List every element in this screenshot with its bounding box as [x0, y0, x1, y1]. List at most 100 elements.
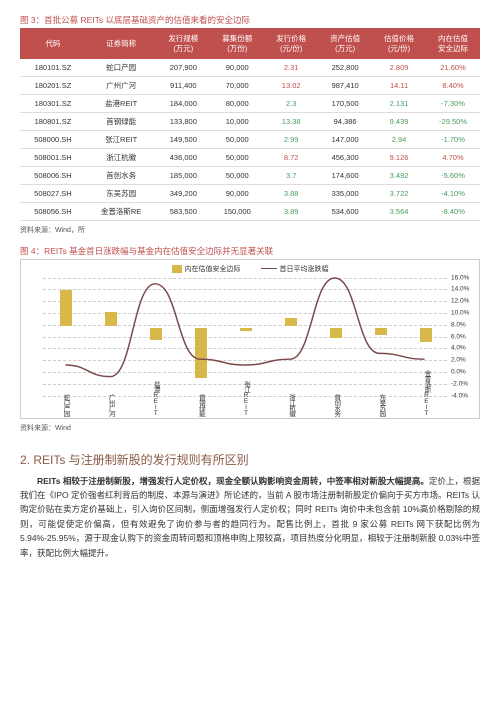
- table-header: 募集份额(万份): [210, 29, 264, 59]
- y-axis-tick: 16.0%: [451, 274, 475, 281]
- y-axis-tick: 2.0%: [451, 357, 475, 364]
- table-cell: 149,500: [156, 130, 210, 148]
- x-axis-label: 东吴苏园: [377, 394, 384, 416]
- table-cell: 广州广河: [86, 76, 156, 94]
- legend-bar-label: 内在估值安全边际: [185, 264, 241, 274]
- table-cell: 911,400: [156, 76, 210, 94]
- table-cell: 508027.SH: [20, 184, 86, 202]
- table-cell: 2.99: [264, 130, 318, 148]
- fig4-chart: 内在估值安全边际 首日平均涨跌幅 -4.0%-2.0%0.0%2.0%4.0%6…: [20, 259, 480, 419]
- table-cell: 3.492: [372, 166, 426, 184]
- table-header: 资产估值(万元): [318, 29, 372, 59]
- table-header: 发行价格(元/份): [264, 29, 318, 59]
- table-cell: -8.40%: [426, 202, 480, 220]
- chart-line: [43, 278, 447, 394]
- fig4-source: 资料来源：Wind: [20, 423, 480, 433]
- table-cell: 4.70%: [426, 148, 480, 166]
- table-cell: 94,386: [318, 112, 372, 130]
- table-cell: 10,000: [210, 112, 264, 130]
- table-cell: 534,600: [318, 202, 372, 220]
- table-cell: 3.89: [264, 202, 318, 220]
- table-cell: 180301.SZ: [20, 94, 86, 112]
- table-cell: 首创水务: [86, 166, 156, 184]
- table-cell: 349,200: [156, 184, 210, 202]
- table-cell: 首钢绿能: [86, 112, 156, 130]
- table-cell: 508001.SH: [20, 148, 86, 166]
- section-heading: 2. REITs 与注册制新股的发行规则有所区别: [20, 451, 480, 468]
- table-cell: 3.564: [372, 202, 426, 220]
- y-axis-tick: 4.0%: [451, 345, 475, 352]
- legend-line-label: 首日平均涨跌幅: [280, 264, 329, 274]
- table-cell: 张江REIT: [86, 130, 156, 148]
- x-axis-label: 首钢绿能: [197, 394, 204, 416]
- table-row: 180201.SZ广州广河911,40070,00013.02987,41014…: [20, 76, 480, 94]
- fig3-table: 代码证券简称发行规模(万元)募集份额(万份)发行价格(元/份)资产估值(万元)估…: [20, 28, 480, 221]
- table-cell: 180101.SZ: [20, 59, 86, 77]
- y-axis-tick: 8.0%: [451, 321, 475, 328]
- table-cell: 金普洛斯RE: [86, 202, 156, 220]
- table-cell: -29.50%: [426, 112, 480, 130]
- table-cell: -7.30%: [426, 94, 480, 112]
- table-cell: 2.131: [372, 94, 426, 112]
- table-cell: 180201.SZ: [20, 76, 86, 94]
- table-cell: -4.10%: [426, 184, 480, 202]
- fig3-title: 图 3：首批公募 REITs 以底层基础资产的估值来看的安全边际: [20, 14, 480, 26]
- table-row: 508001.SH浙江杭徽436,00050,0008.72456,3009.1…: [20, 148, 480, 166]
- table-cell: 147,000: [318, 130, 372, 148]
- table-cell: 508006.SH: [20, 166, 86, 184]
- fig4-title: 图 4：REITs 基金首日涨跌幅与基金内在估值安全边际并无显著关联: [20, 245, 480, 257]
- y-axis-tick: -4.0%: [451, 392, 475, 399]
- table-cell: 180801.SZ: [20, 112, 86, 130]
- chart-legend: 内在估值安全边际 首日平均涨跌幅: [21, 260, 479, 274]
- table-cell: 8.72: [264, 148, 318, 166]
- table-cell: 90,000: [210, 59, 264, 77]
- table-cell: 174,600: [318, 166, 372, 184]
- y-axis-tick: 14.0%: [451, 286, 475, 293]
- table-cell: 13.02: [264, 76, 318, 94]
- table-header: 内在估值安全边际: [426, 29, 480, 59]
- table-cell: 70,000: [210, 76, 264, 94]
- y-axis-tick: -2.0%: [451, 380, 475, 387]
- table-cell: 蛇口产园: [86, 59, 156, 77]
- table-cell: 133,800: [156, 112, 210, 130]
- table-cell: 14.11: [372, 76, 426, 94]
- table-cell: 50,000: [210, 130, 264, 148]
- x-axis-label: 浙江杭徽: [287, 394, 294, 416]
- table-cell: 21.60%: [426, 59, 480, 77]
- y-axis-tick: 6.0%: [451, 333, 475, 340]
- table-cell: 50,000: [210, 148, 264, 166]
- fig3-source: 资料来源：Wind，所: [20, 225, 480, 235]
- table-row: 180101.SZ蛇口产园207,90090,0002.31252,8002.8…: [20, 59, 480, 77]
- table-cell: 508000.SH: [20, 130, 86, 148]
- table-cell: 252,800: [318, 59, 372, 77]
- table-header: 发行规模(万元): [156, 29, 210, 59]
- table-cell: 浙江杭徽: [86, 148, 156, 166]
- table-cell: 90,000: [210, 184, 264, 202]
- table-cell: 50,000: [210, 166, 264, 184]
- table-cell: 2.3: [264, 94, 318, 112]
- table-row: 508027.SH东吴苏园349,20090,0003.88335,0003.7…: [20, 184, 480, 202]
- table-header: 估值价格(元/份): [372, 29, 426, 59]
- table-cell: 170,500: [318, 94, 372, 112]
- table-cell: 盐港REIT: [86, 94, 156, 112]
- table-cell: 80,000: [210, 94, 264, 112]
- table-row: 508006.SH首创水务185,00050,0003.7174,6003.49…: [20, 166, 480, 184]
- table-cell: 987,410: [318, 76, 372, 94]
- section-paragraph: REITs 相较于注册制新股，增强发行人定价权，现金全额认购影响资金周转，中签率…: [20, 474, 480, 561]
- table-cell: 335,000: [318, 184, 372, 202]
- y-axis-tick: 12.0%: [451, 298, 475, 305]
- table-cell: 9.439: [372, 112, 426, 130]
- table-cell: 184,000: [156, 94, 210, 112]
- table-cell: 3.7: [264, 166, 318, 184]
- table-cell: 3.722: [372, 184, 426, 202]
- table-cell: 185,000: [156, 166, 210, 184]
- y-axis-tick: 10.0%: [451, 309, 475, 316]
- table-cell: 456,300: [318, 148, 372, 166]
- table-cell: 东吴苏园: [86, 184, 156, 202]
- table-row: 180801.SZ首钢绿能133,80010,00013.3894,3869.4…: [20, 112, 480, 130]
- table-cell: 8.40%: [426, 76, 480, 94]
- table-cell: 3.88: [264, 184, 318, 202]
- x-axis-label: 首创水务: [332, 394, 339, 416]
- x-axis-label: 蛇口产园: [62, 394, 69, 416]
- table-cell: 9.126: [372, 148, 426, 166]
